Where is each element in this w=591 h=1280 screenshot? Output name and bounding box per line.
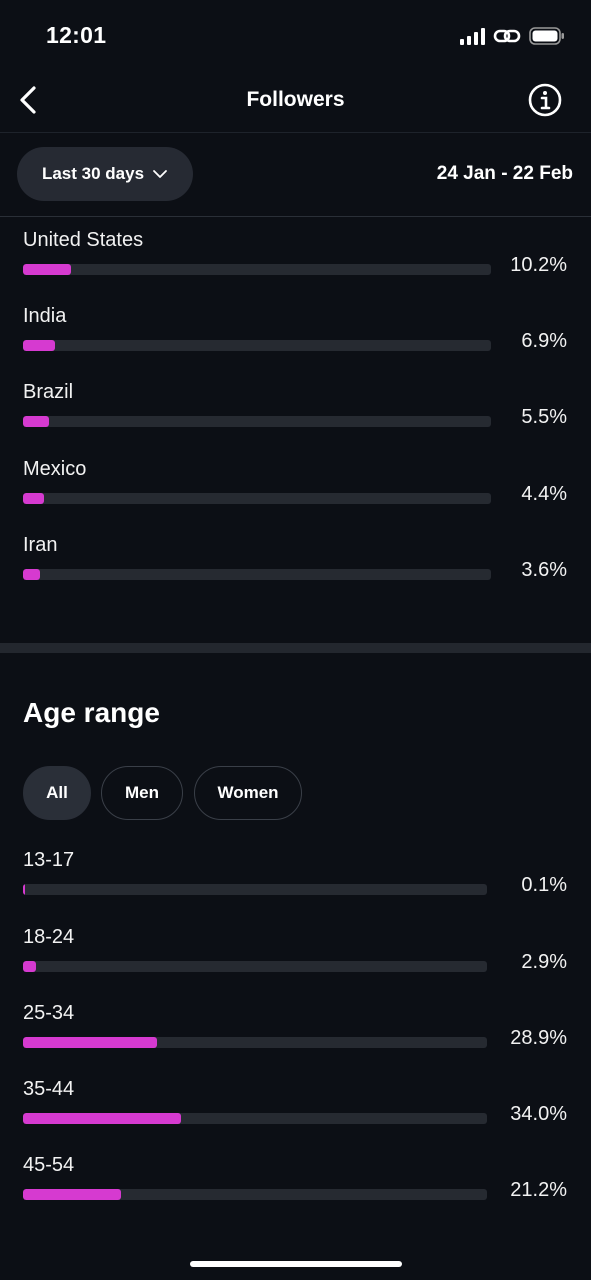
bar-fill xyxy=(23,884,25,895)
country-value: 4.4% xyxy=(521,483,567,505)
bar-fill xyxy=(23,416,49,427)
bar-fill xyxy=(23,493,44,504)
country-row: Mexico 4.4% xyxy=(0,458,591,528)
country-label: United States xyxy=(23,229,144,251)
bar-fill xyxy=(23,264,71,275)
tab-women[interactable]: Women xyxy=(194,766,302,820)
bar-fill xyxy=(23,569,40,580)
tab-all[interactable]: All xyxy=(23,766,91,820)
country-value: 10.2% xyxy=(510,254,567,276)
age-label: 18-24 xyxy=(23,926,75,948)
country-label: Iran xyxy=(23,534,58,556)
age-range-title: Age range xyxy=(23,697,160,728)
chevron-down-icon xyxy=(153,170,167,178)
period-dropdown-button[interactable]: Last 30 days xyxy=(17,147,193,201)
age-row: 25-34 28.9% xyxy=(0,1002,591,1072)
header: Followers xyxy=(0,70,591,133)
bar-track xyxy=(23,416,491,427)
status-time: 12:01 xyxy=(46,22,107,48)
country-label: India xyxy=(23,305,67,327)
bar-track xyxy=(23,961,487,972)
country-label: Brazil xyxy=(23,381,74,403)
tab-label: Men xyxy=(125,783,159,802)
country-value: 6.9% xyxy=(521,330,567,352)
country-label: Mexico xyxy=(23,458,87,480)
country-row: India 6.9% xyxy=(0,305,591,375)
info-circle-icon[interactable] xyxy=(527,82,563,118)
bar-track xyxy=(23,1113,487,1124)
signal-icon xyxy=(460,27,485,45)
country-value: 3.6% xyxy=(521,559,567,581)
page-title: Followers xyxy=(246,88,345,111)
battery-icon xyxy=(529,27,564,45)
bar-track xyxy=(23,569,491,580)
age-row: 45-54 21.2% xyxy=(0,1154,591,1224)
age-label: 13-17 xyxy=(23,849,75,871)
country-row: United States 10.2% xyxy=(0,229,591,299)
link-icon xyxy=(493,29,521,43)
section-divider xyxy=(0,643,591,653)
date-range: 24 Jan - 22 Feb xyxy=(436,163,573,184)
age-label: 45-54 xyxy=(23,1154,75,1176)
age-value: 2.9% xyxy=(521,951,567,973)
country-row: Brazil 5.5% xyxy=(0,381,591,451)
age-value: 21.2% xyxy=(510,1179,567,1201)
tab-label: All xyxy=(46,783,68,802)
age-row: 13-17 0.1% xyxy=(0,849,591,919)
age-label: 25-34 xyxy=(23,1002,75,1024)
age-value: 34.0% xyxy=(510,1103,567,1125)
chevron-left-icon[interactable] xyxy=(14,82,44,118)
age-value: 28.9% xyxy=(510,1027,567,1049)
bar-track xyxy=(23,264,491,275)
bar-fill xyxy=(23,340,56,351)
bar-fill xyxy=(23,1189,122,1200)
bar-track xyxy=(23,1037,487,1048)
bar-track xyxy=(23,884,487,895)
period-label: Last 30 days xyxy=(41,164,145,183)
tab-label: Women xyxy=(217,783,279,802)
country-row: Iran 3.6% xyxy=(0,534,591,604)
status-bar: 12:01 xyxy=(0,0,591,70)
age-row: 35-44 34.0% xyxy=(0,1078,591,1148)
tab-men[interactable]: Men xyxy=(101,766,183,820)
age-value: 0.1% xyxy=(521,874,567,896)
status-icons xyxy=(460,26,565,46)
age-label: 35-44 xyxy=(23,1078,75,1100)
age-row: 18-24 2.9% xyxy=(0,926,591,996)
country-value: 5.5% xyxy=(521,406,567,428)
bar-fill xyxy=(23,1113,181,1124)
bar-track xyxy=(23,1189,487,1200)
home-indicator[interactable] xyxy=(190,1261,402,1267)
filter-row: Last 30 days 24 Jan - 22 Feb xyxy=(0,132,591,217)
bar-fill xyxy=(23,1037,158,1048)
bar-track xyxy=(23,493,491,504)
bar-track xyxy=(23,340,491,351)
bar-fill xyxy=(23,961,37,972)
